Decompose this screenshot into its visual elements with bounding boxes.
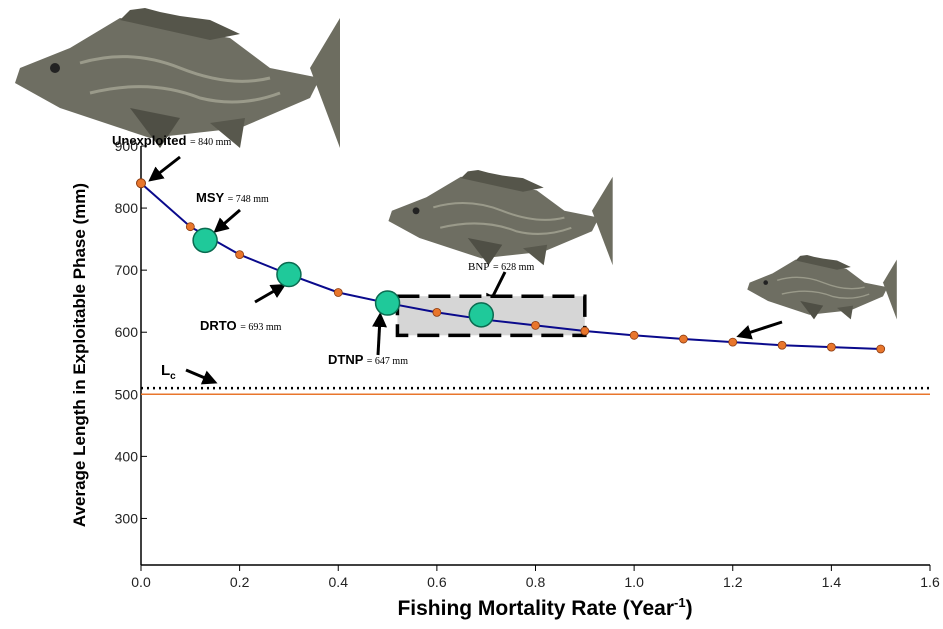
data-line — [140, 182, 881, 350]
key-point-name: BNP — [468, 261, 489, 273]
data-point — [679, 334, 688, 344]
key-point — [192, 227, 218, 254]
y-tick-label: 500 — [115, 386, 139, 402]
data-point — [580, 326, 590, 336]
data-point — [333, 288, 343, 297]
data-point — [826, 342, 836, 352]
data-point — [876, 344, 886, 354]
key-point-label: BNP = 628 mm — [468, 258, 534, 273]
key-point-value: = 693 mm — [240, 322, 281, 333]
arrows — [148, 155, 783, 385]
x-tick-label: 0.6 — [427, 574, 447, 590]
annotation-value: = 840 mm — [190, 137, 231, 148]
x-tick-label: 1.2 — [723, 574, 743, 590]
data-point — [531, 320, 540, 330]
x-tick-label: 1.0 — [624, 574, 644, 590]
y-axis-label: Average Length in Exploitable Phase (mm) — [70, 183, 89, 527]
key-point-name: DTNP — [328, 352, 364, 367]
x-axis-label-text: Fishing Mortality Rate (Year — [397, 597, 674, 620]
data-point — [235, 250, 245, 260]
lc-name: L — [161, 362, 170, 379]
key-point — [276, 261, 302, 288]
key-point-label: DRTO = 693 mm — [200, 318, 282, 333]
key-point — [374, 290, 401, 316]
key-point-name: DRTO — [200, 318, 237, 333]
key-point-label: MSY = 748 mm — [196, 190, 269, 205]
lc-label: Lc — [161, 362, 176, 382]
annotation-name: Unexploited — [112, 133, 186, 148]
key-point-value: = 628 mm — [493, 262, 534, 273]
x-axis-label: Fishing Mortality Rate (Year-1) — [397, 595, 692, 620]
key-point — [468, 302, 495, 328]
data-point — [629, 330, 639, 340]
key-point-name: MSY — [196, 190, 225, 205]
lc-sub: c — [170, 371, 176, 382]
y-tick-label: 300 — [115, 510, 139, 526]
x-tick-label: 1.4 — [822, 574, 842, 590]
fish-image — [387, 168, 614, 267]
x-axis-label-end: ) — [686, 597, 693, 620]
x-axis-label-sup: -1 — [674, 595, 686, 610]
data-point — [728, 337, 738, 347]
unexploited-point — [136, 178, 146, 189]
data-point — [432, 307, 442, 317]
y-tick-label: 900 — [115, 138, 139, 154]
x-tick-label: 0.2 — [230, 574, 250, 590]
y-tick-label: 600 — [115, 324, 139, 340]
unexploited-label: Unexploited = 840 mm — [112, 133, 231, 148]
y-tick-label: 800 — [115, 200, 139, 216]
data-point — [777, 340, 787, 350]
x-tick-label: 0.4 — [329, 574, 349, 590]
y-tick-label: 700 — [115, 262, 139, 278]
fish-image — [746, 254, 898, 321]
key-point-value: = 748 mm — [228, 194, 269, 205]
fish-image — [13, 6, 342, 150]
x-tick-label: 0.0 — [131, 574, 151, 590]
y-tick-label: 400 — [115, 448, 139, 464]
key-point-value: = 647 mm — [367, 356, 408, 367]
key-point-label: DTNP = 647 mm — [328, 352, 408, 367]
x-tick-label: 0.8 — [526, 574, 546, 590]
data-point — [185, 222, 195, 232]
x-tick-label: 1.6 — [920, 574, 940, 590]
